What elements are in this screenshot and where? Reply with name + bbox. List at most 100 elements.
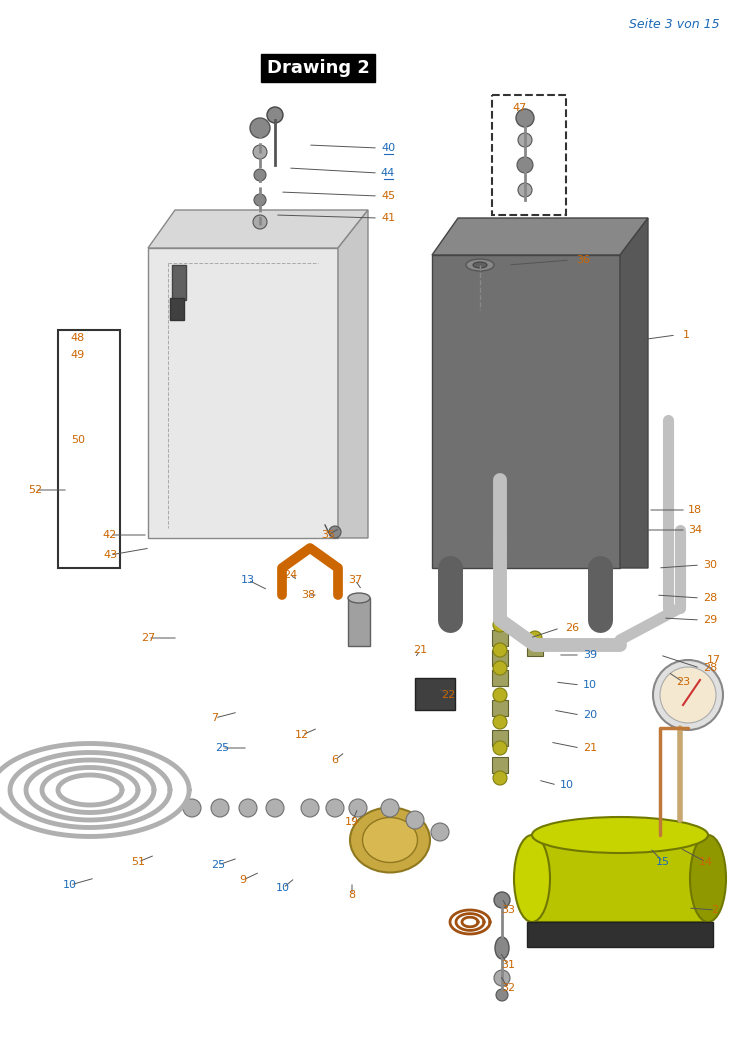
Text: 26: 26 — [565, 623, 579, 633]
Bar — [172, 264, 186, 300]
Circle shape — [494, 892, 510, 908]
Text: 28: 28 — [703, 592, 717, 603]
Text: 10: 10 — [276, 883, 290, 893]
Circle shape — [518, 183, 532, 197]
Bar — [492, 95, 566, 215]
Polygon shape — [148, 248, 338, 539]
Text: 37: 37 — [348, 574, 362, 585]
Bar — [348, 598, 370, 646]
Bar — [170, 298, 184, 320]
Circle shape — [211, 799, 229, 817]
Text: 48: 48 — [71, 333, 85, 343]
Ellipse shape — [466, 259, 494, 271]
Text: Seite 3 von 15: Seite 3 von 15 — [630, 18, 720, 31]
Circle shape — [493, 618, 507, 632]
Bar — [492, 630, 508, 646]
Bar — [527, 922, 713, 947]
Text: 39: 39 — [583, 650, 597, 660]
Text: 10: 10 — [63, 880, 77, 890]
Text: 8: 8 — [348, 890, 355, 900]
Text: 14: 14 — [699, 857, 713, 867]
Polygon shape — [620, 218, 648, 568]
Text: 43: 43 — [103, 550, 117, 560]
Text: 12: 12 — [295, 730, 309, 740]
Circle shape — [301, 799, 319, 817]
Circle shape — [250, 118, 270, 138]
Text: 31: 31 — [501, 960, 515, 970]
Circle shape — [516, 109, 534, 127]
Circle shape — [253, 145, 267, 159]
Text: 28: 28 — [703, 663, 717, 673]
Text: 36: 36 — [576, 255, 590, 264]
Circle shape — [253, 215, 267, 229]
Text: 20: 20 — [583, 710, 597, 720]
Text: 24: 24 — [283, 570, 297, 580]
Polygon shape — [148, 209, 368, 248]
Text: 41: 41 — [381, 213, 395, 223]
Ellipse shape — [350, 807, 430, 873]
Text: Drawing 2: Drawing 2 — [267, 59, 370, 77]
Ellipse shape — [363, 818, 418, 862]
Bar — [492, 700, 508, 716]
Ellipse shape — [690, 835, 726, 922]
Polygon shape — [432, 255, 620, 568]
Bar — [58, 330, 120, 568]
Text: 29: 29 — [703, 615, 717, 625]
Text: 51: 51 — [131, 857, 145, 867]
Text: 23: 23 — [676, 677, 690, 687]
Text: 19: 19 — [345, 817, 359, 827]
Circle shape — [493, 688, 507, 703]
Text: 42: 42 — [103, 530, 117, 540]
Text: 44: 44 — [381, 168, 395, 178]
Text: 30: 30 — [703, 560, 717, 570]
Circle shape — [266, 799, 284, 817]
Text: 21: 21 — [413, 645, 427, 655]
Text: 25: 25 — [215, 743, 229, 753]
Circle shape — [528, 631, 542, 645]
Circle shape — [326, 799, 344, 817]
Text: 45: 45 — [381, 191, 395, 201]
Text: 40: 40 — [381, 143, 395, 153]
Text: 10: 10 — [583, 680, 597, 690]
Text: 18: 18 — [688, 505, 702, 515]
Polygon shape — [338, 209, 368, 539]
Circle shape — [496, 989, 508, 1001]
Circle shape — [493, 741, 507, 755]
Circle shape — [518, 133, 532, 147]
Text: 32: 32 — [501, 983, 515, 993]
Bar — [415, 678, 455, 710]
Bar — [532, 835, 708, 922]
Text: 33: 33 — [501, 905, 515, 915]
Ellipse shape — [495, 937, 509, 959]
Bar — [492, 730, 508, 746]
Bar — [492, 650, 508, 665]
Text: 50: 50 — [71, 435, 85, 445]
Text: 6: 6 — [332, 755, 338, 765]
Text: 7: 7 — [211, 713, 219, 723]
Text: 22: 22 — [441, 690, 455, 700]
Text: 25: 25 — [211, 860, 225, 870]
Polygon shape — [432, 218, 648, 255]
Circle shape — [493, 661, 507, 675]
Circle shape — [493, 643, 507, 657]
Circle shape — [493, 771, 507, 785]
Text: 21: 21 — [583, 743, 597, 753]
Text: 1: 1 — [683, 330, 689, 340]
Text: 2: 2 — [712, 905, 718, 915]
Circle shape — [381, 799, 399, 817]
Circle shape — [431, 823, 449, 841]
Text: 10: 10 — [560, 780, 574, 790]
Text: 15: 15 — [656, 857, 670, 867]
Ellipse shape — [514, 835, 550, 922]
Circle shape — [517, 157, 533, 174]
Bar — [492, 670, 508, 686]
Circle shape — [254, 194, 266, 206]
Circle shape — [239, 799, 257, 817]
Circle shape — [494, 970, 510, 986]
Circle shape — [329, 526, 341, 539]
Ellipse shape — [473, 262, 487, 268]
Text: 27: 27 — [141, 633, 155, 643]
Circle shape — [406, 811, 424, 829]
Circle shape — [254, 169, 266, 181]
Circle shape — [183, 799, 201, 817]
